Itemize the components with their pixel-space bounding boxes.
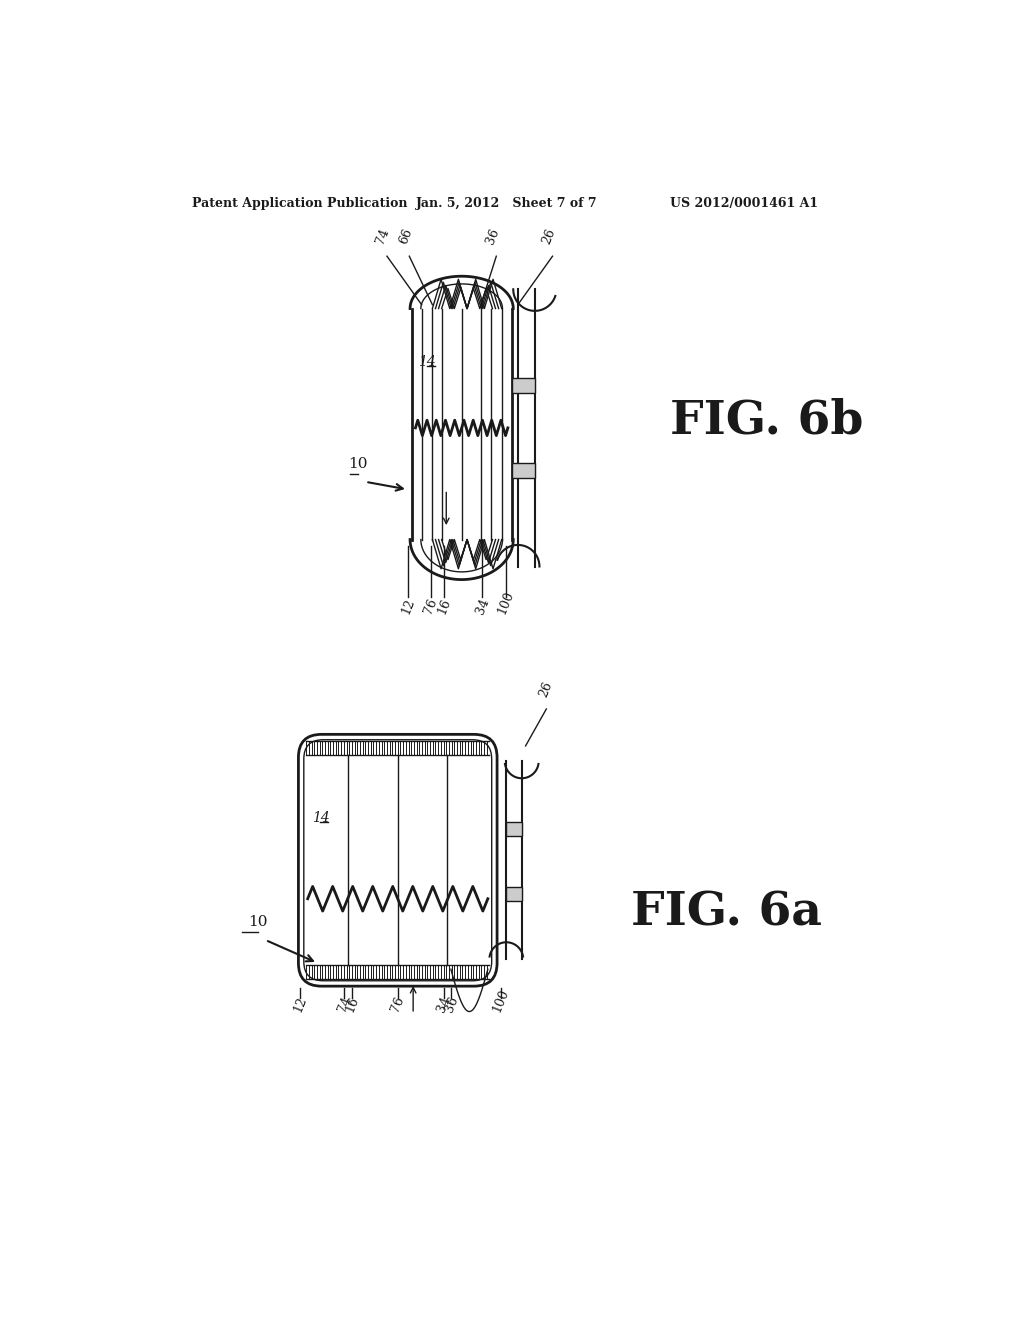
Text: 16: 16 — [435, 597, 453, 615]
Text: FIG. 6b: FIG. 6b — [670, 397, 863, 444]
Text: 12: 12 — [398, 597, 417, 615]
Text: FIG. 6a: FIG. 6a — [631, 890, 822, 936]
Text: US 2012/0001461 A1: US 2012/0001461 A1 — [670, 197, 818, 210]
Text: 36: 36 — [442, 994, 461, 1014]
Text: 10: 10 — [248, 915, 267, 929]
Text: Patent Application Publication: Patent Application Publication — [193, 197, 408, 210]
Bar — [506, 887, 521, 902]
Text: 100: 100 — [490, 986, 511, 1014]
Bar — [512, 462, 535, 478]
Bar — [506, 822, 521, 836]
Text: 74: 74 — [335, 994, 353, 1014]
Text: 16: 16 — [343, 994, 360, 1014]
Text: 14: 14 — [312, 810, 330, 825]
Text: 26: 26 — [538, 680, 555, 698]
Text: 12: 12 — [291, 994, 309, 1014]
Text: 66: 66 — [396, 227, 415, 246]
Text: 34: 34 — [473, 597, 492, 615]
Text: 100: 100 — [495, 589, 516, 615]
Bar — [506, 822, 521, 836]
Bar — [512, 462, 535, 478]
Text: 14: 14 — [418, 355, 435, 370]
Text: 26: 26 — [540, 227, 558, 246]
Bar — [512, 378, 535, 393]
Text: 76: 76 — [422, 597, 440, 615]
Text: 76: 76 — [389, 994, 407, 1014]
Text: 74: 74 — [374, 227, 392, 246]
Text: Jan. 5, 2012   Sheet 7 of 7: Jan. 5, 2012 Sheet 7 of 7 — [416, 197, 597, 210]
Text: 34: 34 — [434, 994, 453, 1014]
Bar — [506, 887, 521, 902]
Text: 36: 36 — [483, 227, 502, 246]
Text: 10: 10 — [348, 457, 368, 471]
FancyBboxPatch shape — [298, 734, 497, 986]
Bar — [512, 378, 535, 393]
